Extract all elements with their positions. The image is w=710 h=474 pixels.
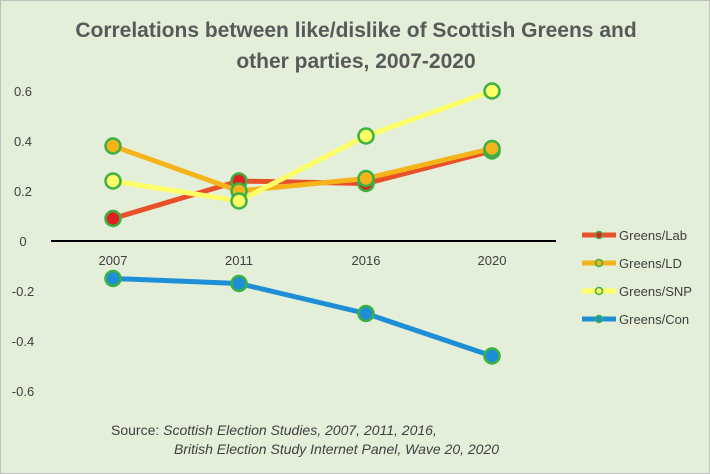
legend-label: Greens/LD: [619, 255, 682, 271]
data-point: [483, 82, 501, 100]
data-point: [104, 137, 122, 155]
y-tick-label: 0.4: [14, 134, 32, 149]
x-tick-label: 2016: [352, 253, 381, 268]
source-note: Source: Scottish Election Studies, 2007,…: [111, 421, 611, 459]
legend-swatch: [582, 258, 616, 268]
legend-label: Greens/Lab: [619, 227, 687, 243]
source-line-1: Scottish Election Studies, 2007, 2011, 2…: [163, 422, 437, 438]
data-point: [357, 127, 375, 145]
legend-swatch-marker: [594, 286, 604, 296]
data-point: [104, 172, 122, 190]
data-point: [230, 274, 248, 293]
data-point: [357, 304, 375, 323]
legend-item: Greens/Lab: [581, 221, 692, 249]
series-line-greens-snp: [110, 88, 495, 204]
data-point: [483, 347, 501, 365]
series-line-greens-con: [110, 276, 495, 359]
y-tick-label: 0.6: [14, 84, 32, 99]
y-tick-label: -0.4: [12, 334, 34, 349]
data-point: [483, 139, 501, 158]
chart-title: Correlations between like/dislike of Sco…: [75, 19, 637, 73]
x-tick-label: 2020: [478, 253, 507, 268]
legend-item: Greens/Con: [581, 305, 692, 333]
legend-item: Greens/LD: [581, 249, 692, 277]
legend: Greens/Lab Greens/LD Greens/SNP Greens/Con: [581, 221, 692, 333]
y-tick-label: 0: [19, 234, 26, 249]
data-point: [357, 169, 375, 188]
legend-label: Greens/SNP: [619, 283, 692, 299]
legend-label: Greens/Con: [619, 311, 690, 327]
legend-swatch-marker: [594, 230, 604, 240]
legend-swatch-marker: [594, 258, 604, 268]
x-tick-label: 2007: [99, 253, 128, 268]
legend-swatch: [582, 314, 616, 324]
legend-swatch: [582, 230, 616, 240]
y-tick-label: -0.2: [12, 284, 34, 299]
x-tick-label: 2011: [225, 253, 253, 268]
legend-swatch-marker: [594, 314, 604, 324]
source-prefix: Source:: [111, 422, 164, 438]
data-point: [230, 192, 248, 210]
y-tick-label: -0.6: [12, 384, 34, 399]
legend-swatch: [582, 286, 616, 296]
source-line-2: British Election Study Internet Panel, W…: [174, 441, 500, 457]
y-tick-label: 0.2: [14, 184, 32, 199]
series-line-greens-ld: [110, 143, 495, 194]
data-point: [104, 209, 122, 228]
legend-item: Greens/SNP: [581, 277, 692, 305]
data-point: [104, 269, 122, 288]
